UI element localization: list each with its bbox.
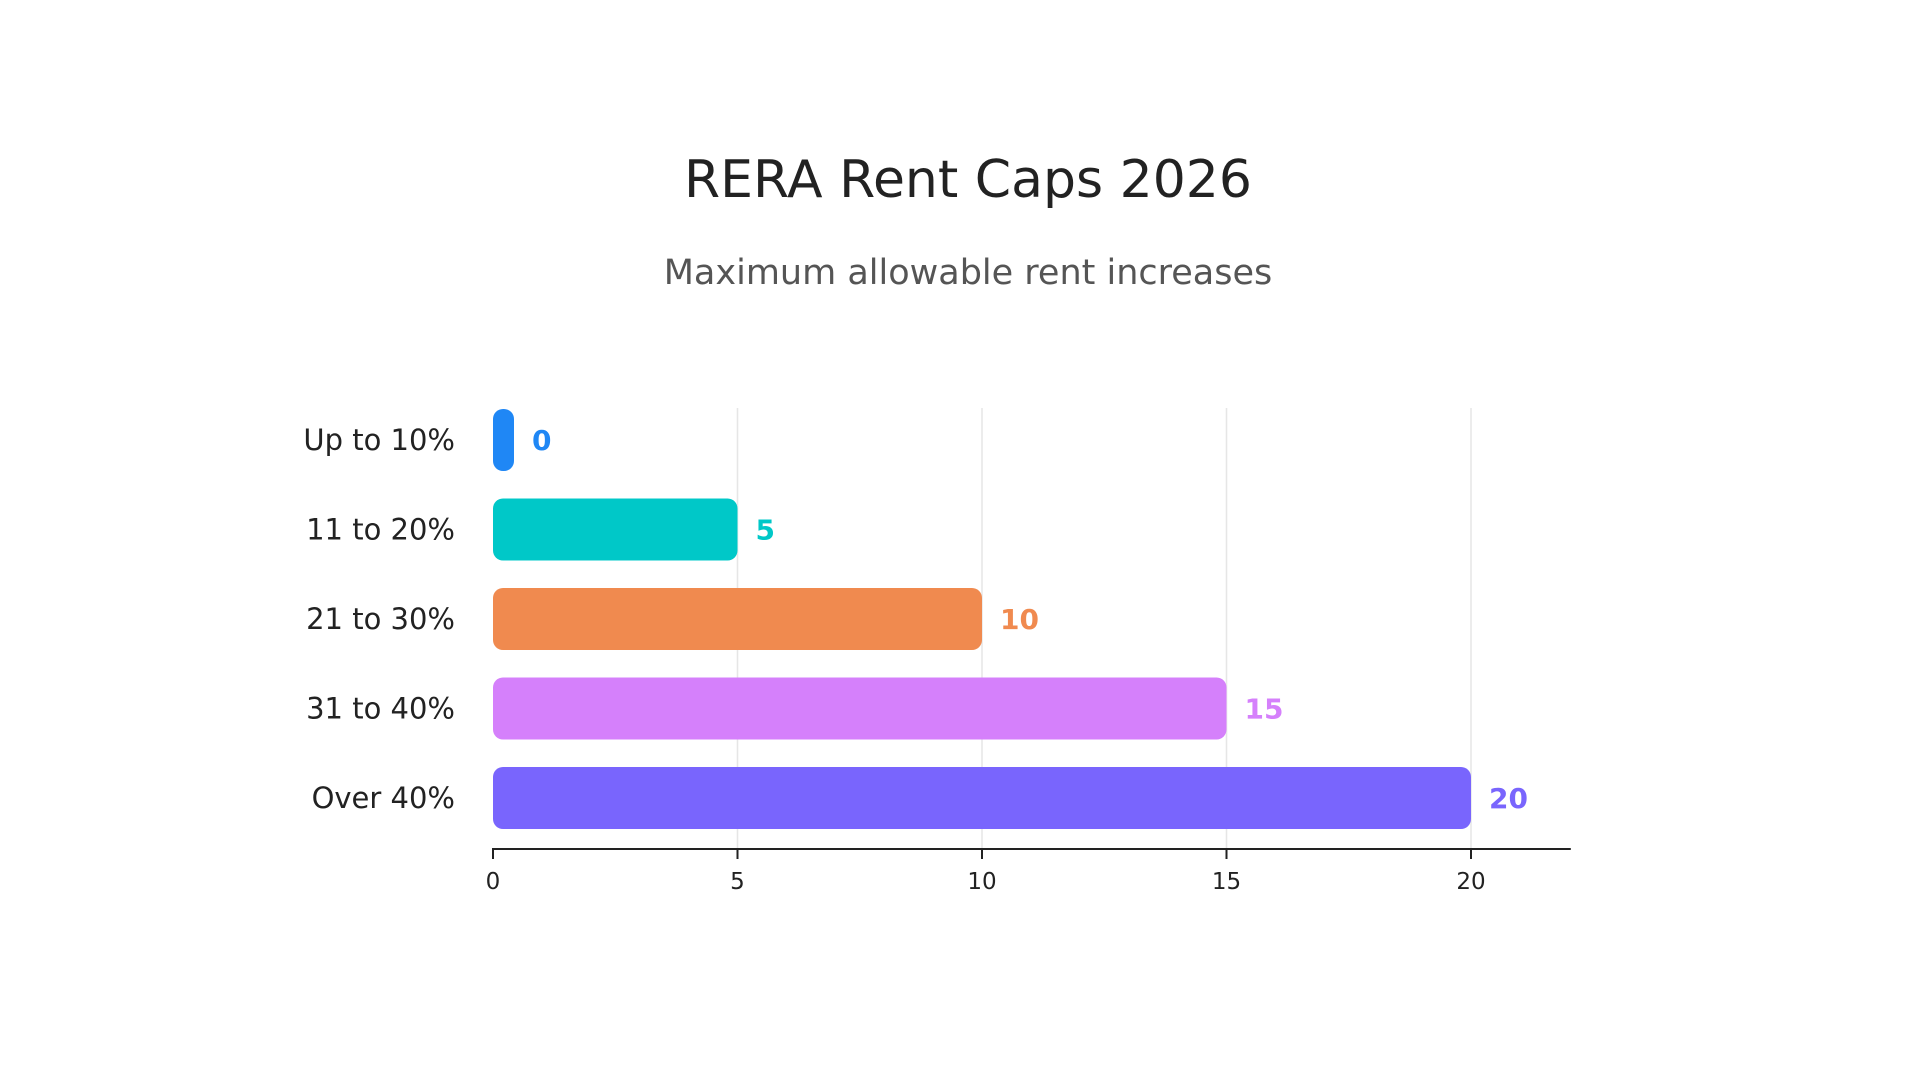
x-tick-label: 15 [1212,869,1241,895]
bar-5 [493,767,1471,829]
data-label: 5 [756,514,775,547]
x-tick-label: 0 [486,869,501,895]
x-tick-label: 5 [730,869,745,895]
bar-2 [493,498,738,561]
bar-1 [493,409,514,471]
category-label: 21 to 30% [306,602,455,636]
x-axis: 0 5 10 15 20 [486,848,1571,895]
category-label: Up to 10% [303,423,455,457]
bar-3 [493,588,982,650]
data-label: 10 [1000,603,1039,636]
category-label: 31 to 40% [306,692,455,726]
bars: Up to 10% 0 11 to 20% 5 21 to 30% 10 31 to 40%… [303,409,1528,829]
bar-4 [493,677,1227,740]
x-tick-label: 20 [1456,869,1485,895]
chart-subtitle: Maximum allowable rent increases [664,253,1273,293]
chart-title: RERA Rent Caps 2026 [684,150,1252,210]
category-label: 11 to 20% [306,513,455,547]
data-label: 20 [1489,782,1528,815]
data-label: 0 [532,424,551,457]
data-label: 15 [1245,693,1284,726]
x-tick-label: 10 [967,869,996,895]
category-label: Over 40% [312,781,455,815]
